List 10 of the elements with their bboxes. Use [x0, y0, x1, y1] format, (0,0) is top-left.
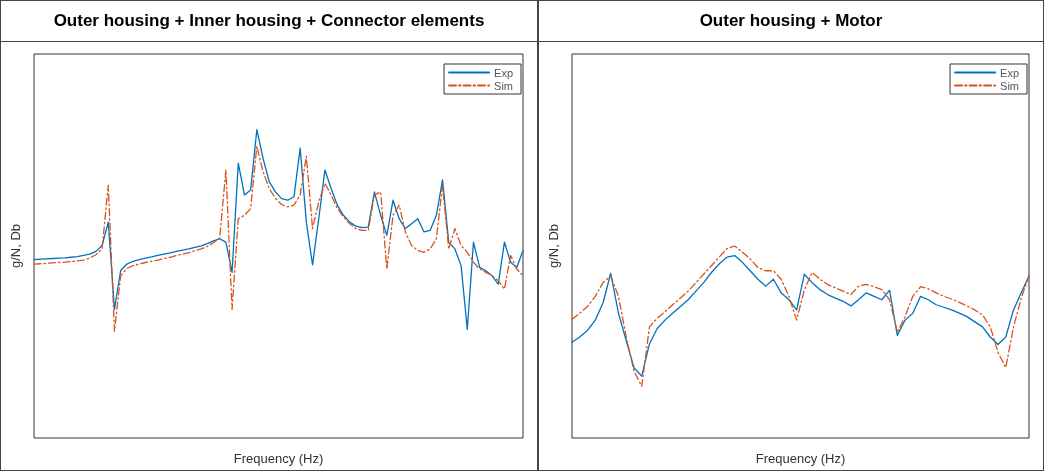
x-axis-title: Frequency (Hz)	[755, 451, 846, 466]
chart-title: Outer housing + Inner housing + Connector elements	[1, 1, 537, 42]
legend-label: Exp	[1000, 66, 1020, 79]
x-axis-title: Frequency (Hz)	[233, 451, 324, 466]
chart-title: Outer housing + Motor	[539, 1, 1043, 42]
legend-label: Sim	[1000, 79, 1019, 92]
y-axis-title: g/N, Db	[546, 223, 561, 269]
legend-label: Sim	[494, 79, 513, 92]
y-axis-title: g/N, Db	[8, 223, 23, 269]
legend-label: Exp	[494, 66, 514, 79]
